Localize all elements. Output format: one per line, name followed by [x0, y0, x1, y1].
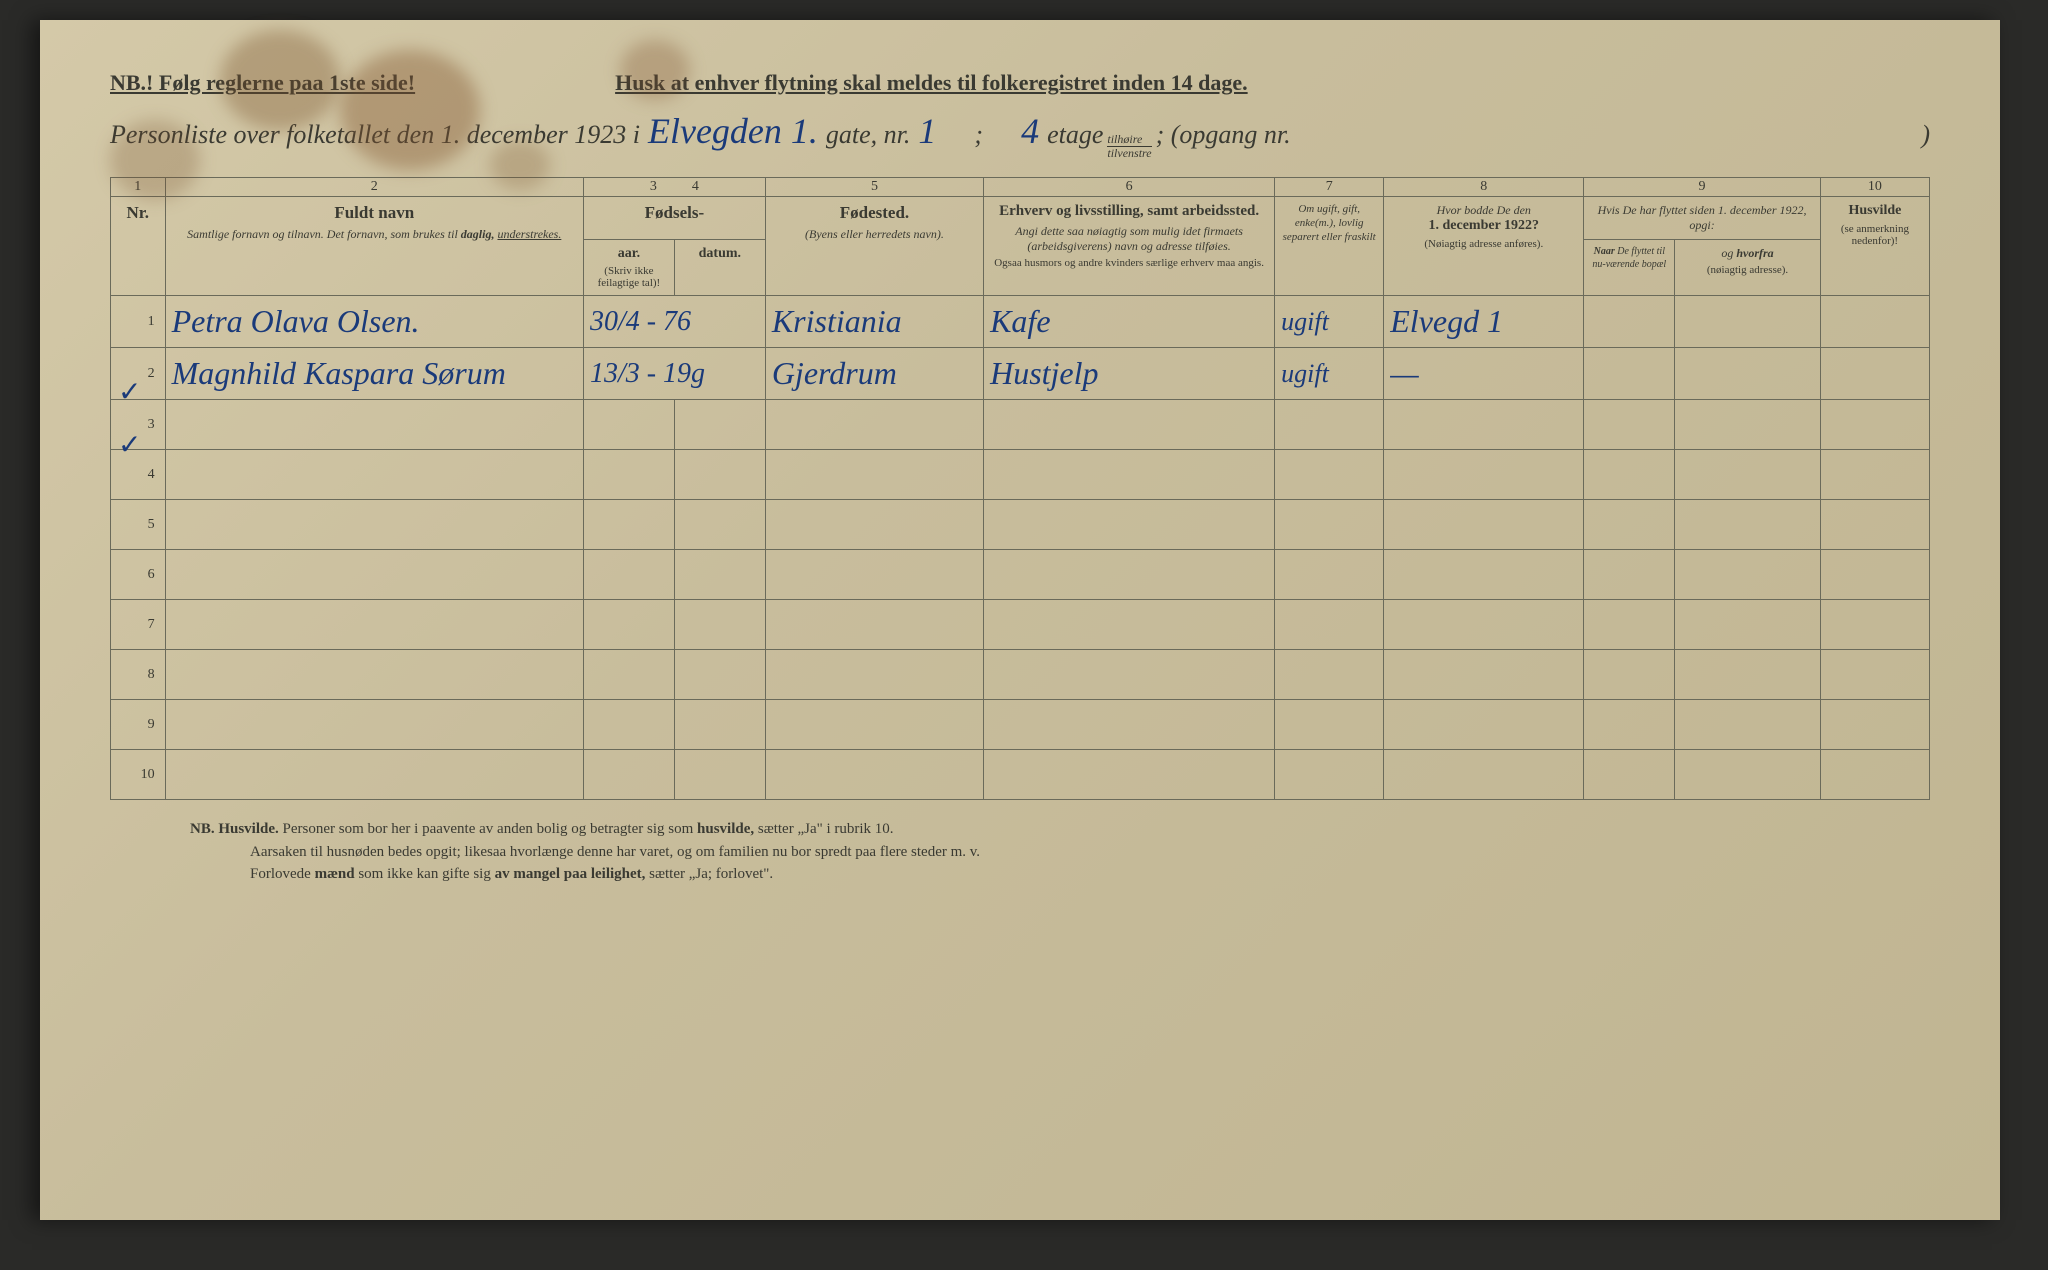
- table-row-empty: 5: [111, 500, 1930, 550]
- row-marital: ugift: [1275, 348, 1384, 400]
- opgang-label: ; (opgang nr.: [1156, 120, 1291, 150]
- col-moved-when-header: Naar De flyttet til nu-værende bopæl: [1584, 240, 1675, 296]
- col-name-header: Fuldt navn Samtlige fornavn og tilnavn. …: [165, 197, 583, 296]
- table-row-empty: 6: [111, 550, 1930, 600]
- reminder-text: Husk at enhver flytning skal meldes til …: [615, 70, 1248, 96]
- row-name: Magnhild Kaspara Sørum: [165, 348, 583, 400]
- column-number-row: 1 2 3 4 5 6 7 8 9 10: [111, 178, 1930, 197]
- table-body: 1Petra Olava Olsen.30/4 - 76KristianiaKa…: [111, 296, 1930, 800]
- header-warning-line: NB.! Følg reglerne paa 1ste side! Husk a…: [110, 70, 1930, 96]
- col-birth-header: Fødsels-: [583, 197, 765, 240]
- table-row-empty: 4: [111, 450, 1930, 500]
- row-nr: 7: [111, 600, 166, 650]
- row-moved-from: [1675, 348, 1821, 400]
- gate-nr-handwritten: 1: [910, 110, 944, 152]
- col-moved-header: Hvis De har flyttet siden 1. december 19…: [1584, 197, 1820, 240]
- row-moved-when: [1584, 348, 1675, 400]
- check-mark-icon: ✓: [118, 375, 141, 409]
- col-husvilde-header: Husvilde (se anmerkning nedenfor)!: [1820, 197, 1929, 296]
- row-occupation: Hustjelp: [984, 348, 1275, 400]
- column-header-row: Nr. Fuldt navn Samtlige fornavn og tilna…: [111, 197, 1930, 240]
- gate-label: gate, nr.: [826, 120, 911, 150]
- closing-paren: ): [1921, 120, 1930, 150]
- colnum: 9: [1584, 178, 1820, 197]
- col-date-header: datum.: [674, 240, 765, 296]
- fraction-top: tilhøire: [1107, 133, 1151, 147]
- semicolon-text: ;: [974, 120, 983, 150]
- row-nr: 5: [111, 500, 166, 550]
- fraction-bottom: tilvenstre: [1107, 147, 1151, 159]
- colnum: 2: [165, 178, 583, 197]
- table-row-empty: 9: [111, 700, 1930, 750]
- row-husvilde: [1820, 348, 1929, 400]
- col-marital-header: Om ugift, gift, enke(m.), lovlig separer…: [1275, 197, 1384, 296]
- row-husvilde: [1820, 296, 1929, 348]
- street-handwritten: Elvegden 1.: [640, 110, 826, 152]
- col-year-header: aar. (Skriv ikke feilagtige tal)!: [583, 240, 674, 296]
- check-mark-icon: ✓: [118, 428, 141, 462]
- etage-label: etage: [1047, 120, 1103, 150]
- col-moved-from-header: og hvorfra (nøiagtig adresse).: [1675, 240, 1821, 296]
- row-moved-from: [1675, 296, 1821, 348]
- nb-rules-text: NB.! Følg reglerne paa 1ste side!: [110, 70, 415, 96]
- row-moved-when: [1584, 296, 1675, 348]
- table-row-empty: 8: [111, 650, 1930, 700]
- header-address-line: Personliste over folketallet den 1. dece…: [110, 110, 1930, 159]
- row-birth: 30/4 - 76: [583, 296, 765, 348]
- table-row: 1Petra Olava Olsen.30/4 - 76KristianiaKa…: [111, 296, 1930, 348]
- table-row-empty: 3: [111, 400, 1930, 450]
- row-nr: 10: [111, 750, 166, 800]
- col-occupation-header: Erhverv og livsstilling, samt arbeidsste…: [984, 197, 1275, 296]
- footer-line-1: NB. Husvilde. Personer som bor her i paa…: [190, 818, 1850, 841]
- colnum: 1: [111, 178, 166, 197]
- row-nr: 8: [111, 650, 166, 700]
- table-row: 2Magnhild Kaspara Sørum13/3 - 19gGjerdru…: [111, 348, 1930, 400]
- row-nr: 9: [111, 700, 166, 750]
- col-birthplace-header: Fødested. (Byens eller herredets navn).: [765, 197, 983, 296]
- colnum: 3 4: [583, 178, 765, 197]
- row-occupation: Kafe: [984, 296, 1275, 348]
- colnum: 10: [1820, 178, 1929, 197]
- footer-line-2: Aarsaken til husnøden bedes opgit; likes…: [190, 841, 1850, 864]
- row-nr: 6: [111, 550, 166, 600]
- row-birthplace: Gjerdrum: [765, 348, 983, 400]
- colnum: 6: [984, 178, 1275, 197]
- intro-text: Personliste over folketallet den 1. dece…: [110, 120, 640, 150]
- row-prevaddr: —: [1384, 348, 1584, 400]
- row-birthplace: Kristiania: [765, 296, 983, 348]
- etage-handwritten: 4: [1013, 110, 1047, 152]
- footer-notes: NB. Husvilde. Personer som bor her i paa…: [110, 818, 1930, 886]
- col-prevaddr-header: Hvor bodde De den 1. december 1922? (Nøi…: [1384, 197, 1584, 296]
- row-marital: ugift: [1275, 296, 1384, 348]
- row-prevaddr: Elvegd 1: [1384, 296, 1584, 348]
- row-birth: 13/3 - 19g: [583, 348, 765, 400]
- census-form-page: NB.! Følg reglerne paa 1ste side! Husk a…: [40, 20, 2000, 1220]
- row-name: Petra Olava Olsen.: [165, 296, 583, 348]
- side-fraction: tilhøire tilvenstre: [1107, 133, 1151, 159]
- row-nr: 1: [111, 296, 166, 348]
- census-table: 1 2 3 4 5 6 7 8 9 10 Nr. Fuldt navn Samt…: [110, 177, 1930, 800]
- table-row-empty: 7: [111, 600, 1930, 650]
- table-row-empty: 10: [111, 750, 1930, 800]
- col-nr-header: Nr.: [111, 197, 166, 296]
- colnum: 7: [1275, 178, 1384, 197]
- colnum: 5: [765, 178, 983, 197]
- colnum: 8: [1384, 178, 1584, 197]
- footer-line-3: Forlovede mænd som ikke kan gifte sig av…: [190, 863, 1850, 886]
